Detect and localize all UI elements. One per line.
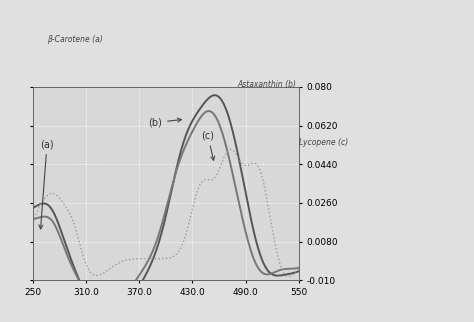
Text: (b): (b) — [148, 118, 182, 128]
Text: Lycopene (c): Lycopene (c) — [299, 138, 348, 147]
Text: (c): (c) — [201, 130, 215, 160]
Text: (a): (a) — [39, 139, 54, 229]
Text: β-Carotene (a): β-Carotene (a) — [47, 35, 103, 44]
Text: Astaxanthin (b): Astaxanthin (b) — [237, 80, 296, 89]
